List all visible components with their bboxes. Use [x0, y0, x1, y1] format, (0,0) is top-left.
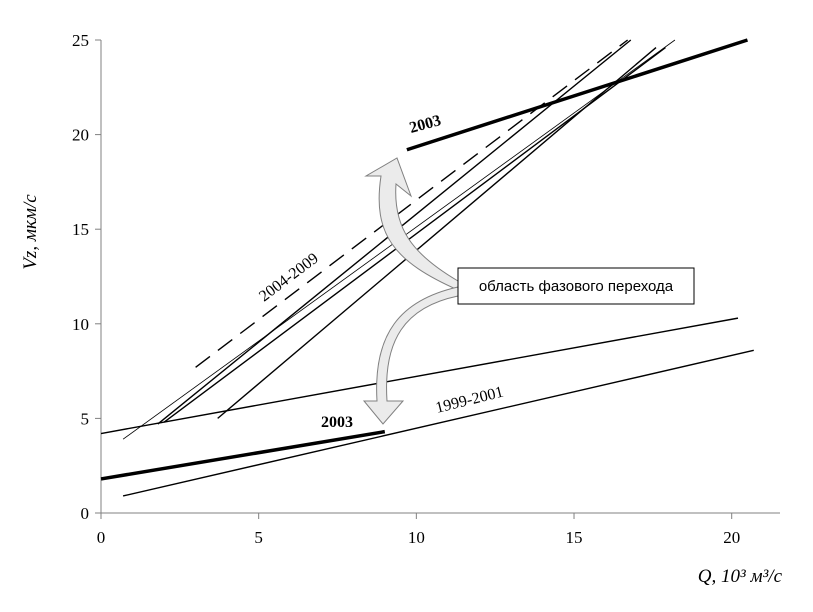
phase-transition-arrows — [362, 157, 459, 425]
downward-arrow-icon — [362, 286, 459, 425]
upward-arrow-icon — [364, 157, 459, 291]
series-lines — [100, 38, 754, 497]
label-2003-upper: 2003 — [408, 112, 443, 137]
axes — [100, 40, 780, 514]
y-tick-label: 25 — [72, 31, 89, 50]
series-line-5 — [217, 47, 657, 419]
label-2003-lower: 2003 — [321, 414, 353, 431]
x-tick-label: 10 — [408, 528, 425, 547]
series-line-8 — [100, 429, 386, 481]
series-line-6 — [100, 317, 739, 435]
x-tick-label: 15 — [566, 528, 583, 547]
x-tick-label: 0 — [97, 528, 106, 547]
x-tick-label: 20 — [723, 528, 740, 547]
y-tick-label: 15 — [72, 220, 89, 239]
y-tick-label: 10 — [72, 315, 89, 334]
label-1999-2001: 1999-2001 — [434, 384, 505, 417]
ticks: 0 5 10 15 20 0 5 10 15 20 25 — [72, 31, 740, 547]
y-axis-title: Vz, мкм/с — [20, 194, 41, 270]
x-tick-label: 5 — [254, 528, 263, 547]
series-line-7 — [122, 349, 754, 497]
series-line-9 — [406, 38, 749, 152]
y-tick-label: 0 — [81, 504, 90, 523]
callout-text: область фазового перехода — [479, 278, 674, 295]
x-axis-title: Q, 10³ м³/с — [698, 566, 783, 587]
y-tick-label: 20 — [72, 126, 89, 145]
callout-box — [457, 267, 695, 305]
series-line-1 — [195, 39, 629, 368]
phase-transition-callout: область фазового перехода — [457, 267, 695, 305]
y-tick-label: 5 — [81, 409, 90, 428]
